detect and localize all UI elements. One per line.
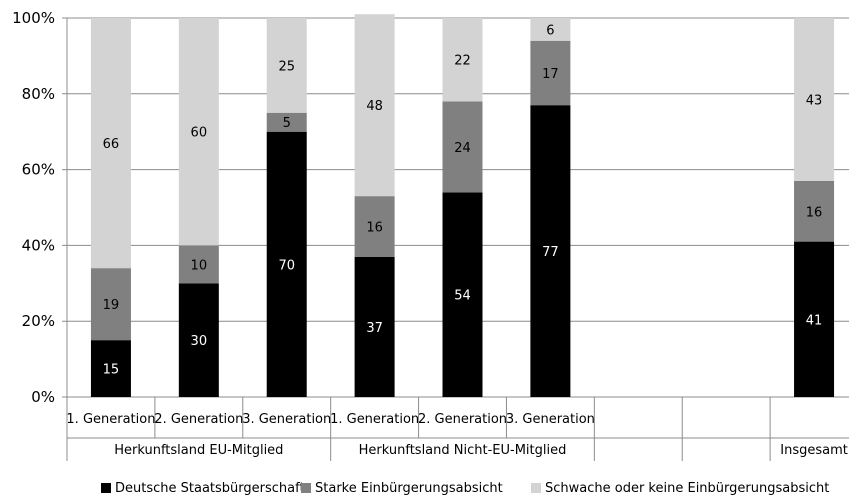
- bar-segment: [442, 192, 483, 397]
- bar-segment: [90, 340, 131, 397]
- group-label: Herkunftsland Nicht-EU-Mitglied: [359, 443, 567, 458]
- bar-segment: [266, 112, 307, 132]
- data-label: 41: [806, 313, 823, 328]
- y-tick-label: 20%: [22, 312, 55, 330]
- bar-segment: [354, 256, 395, 397]
- bars: 15 19 66 30 10 60 70 5 25 37 16 48 54 24 22 77 17 6 41 16 43: [90, 14, 835, 398]
- bar-segment: [354, 196, 395, 257]
- bar-segment: [354, 14, 395, 197]
- bar-segment: [266, 131, 307, 397]
- legend-swatch: [101, 483, 111, 493]
- bar-segment: [90, 18, 131, 269]
- legend-label: Deutsche Staatsbürgerschaft: [115, 481, 305, 496]
- group-label: Insgesamt: [780, 443, 848, 458]
- y-tick-label: 100%: [12, 9, 55, 27]
- legend-swatch: [531, 483, 541, 493]
- data-label: 30: [191, 334, 208, 349]
- bar-segment: [90, 268, 131, 341]
- bar-segment: [442, 101, 483, 193]
- category-label: 2. Generation: [154, 412, 243, 427]
- bar-segment: [794, 18, 835, 181]
- data-label: 5: [283, 116, 291, 131]
- category-label: 3. Generation: [242, 412, 331, 427]
- bar-segment: [794, 180, 835, 242]
- category-label: 1. Generation: [330, 412, 419, 427]
- data-label: 48: [366, 99, 383, 114]
- bar-segment: [530, 40, 571, 106]
- data-label: 77: [542, 245, 559, 260]
- bar-segment: [178, 283, 219, 397]
- data-label: 17: [542, 67, 559, 82]
- data-label: 19: [103, 298, 120, 313]
- bar-segment: [178, 245, 219, 284]
- data-label: 25: [278, 59, 295, 74]
- legend-label: Schwache oder keine Einbürgerungsabsicht: [545, 481, 829, 496]
- group-label: Herkunftsland EU-Mitglied: [114, 443, 283, 458]
- data-label: 10: [191, 258, 208, 273]
- legend: Deutsche Staatsbürgerschaft Starke Einbür…: [101, 481, 829, 496]
- y-tick-label: 60%: [22, 161, 55, 179]
- bar-segment: [794, 241, 835, 397]
- category-label: 2. Generation: [418, 412, 507, 427]
- data-label: 16: [366, 220, 383, 235]
- data-label: 66: [103, 137, 120, 152]
- y-tick-label: 40%: [22, 236, 55, 254]
- data-label: 54: [454, 289, 471, 304]
- category-label: 1. Generation: [66, 412, 155, 427]
- data-label: 37: [366, 321, 383, 336]
- y-axis: 0% 20% 40% 60% 80% 100%: [12, 9, 68, 406]
- y-tick-label: 80%: [22, 85, 55, 103]
- data-label: 22: [454, 54, 471, 69]
- data-label: 70: [278, 258, 295, 273]
- bar-segment: [442, 18, 483, 102]
- data-label: 43: [806, 93, 823, 108]
- data-label: 6: [546, 23, 554, 38]
- legend-label: Starke Einbürgerungsabsicht: [315, 481, 503, 496]
- data-label: 60: [191, 126, 208, 141]
- data-label: 15: [103, 363, 120, 378]
- y-tick-label: 0%: [31, 388, 55, 406]
- data-label: 24: [454, 141, 471, 156]
- bar-segment: [530, 18, 571, 41]
- bar-segment: [530, 105, 571, 398]
- category-label: 3. Generation: [506, 412, 595, 427]
- data-label: 16: [806, 205, 823, 220]
- bar-segment: [178, 18, 219, 246]
- bar-segment: [266, 18, 307, 113]
- legend-swatch: [301, 483, 311, 493]
